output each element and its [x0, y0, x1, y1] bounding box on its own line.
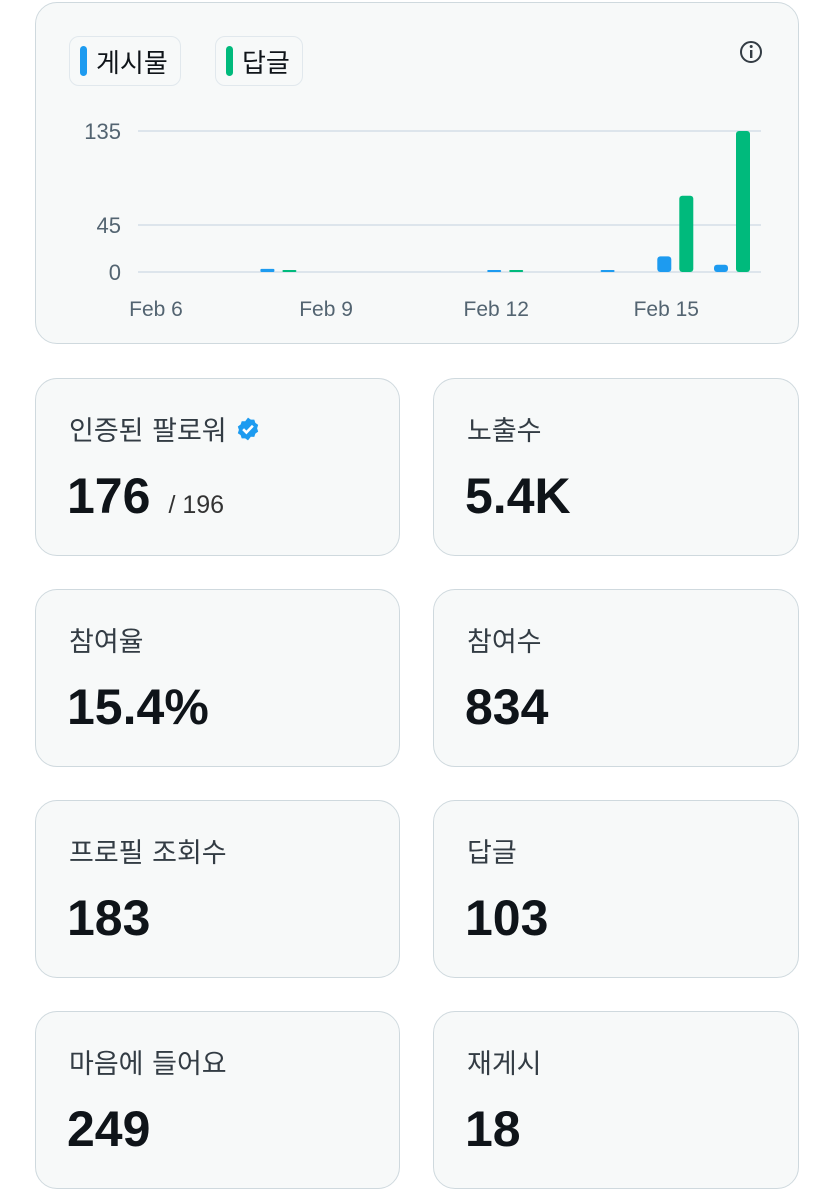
stat-value: 15.4%	[67, 678, 209, 736]
info-icon-bar	[750, 50, 753, 58]
stat-card: 재게시 18	[433, 1011, 799, 1189]
stat-label: 참여율	[69, 620, 144, 659]
stat-value-text: 183	[67, 890, 151, 946]
bar	[679, 195, 694, 272]
stat-label-text: 답글	[467, 838, 517, 869]
stat-value: 249	[67, 1100, 150, 1158]
legend-swatch	[226, 46, 233, 76]
stat-card: 참여수 834	[433, 589, 799, 767]
stat-card: 프로필 조회수 183	[35, 800, 400, 978]
stat-label-text: 인증된 팔로워	[69, 416, 227, 447]
stat-value: 103	[465, 889, 548, 947]
info-icon-dot	[749, 45, 753, 48]
bar	[487, 270, 502, 272]
x-tick-label: Feb 15	[634, 298, 699, 321]
stat-label: 재게시	[467, 1042, 542, 1081]
stat-value-text: 834	[465, 679, 549, 735]
bar	[282, 270, 297, 272]
stat-label: 참여수	[467, 620, 542, 659]
x-tick-label: Feb 12	[464, 298, 529, 321]
bar	[600, 270, 615, 272]
legend-label: 답글	[242, 48, 290, 79]
stat-value-text: 249	[67, 1101, 151, 1157]
x-tick-label: Feb 6	[129, 298, 183, 321]
stat-label: 마음에 들어요	[69, 1042, 227, 1081]
bar	[657, 256, 672, 272]
bar	[736, 131, 750, 272]
stat-label-text: 노출수	[467, 416, 542, 447]
info-icon[interactable]	[740, 41, 762, 63]
stat-total: / 196	[168, 491, 225, 519]
legend-item: 답글	[215, 36, 303, 86]
legend-item: 게시물	[69, 36, 181, 86]
legend-label: 게시물	[96, 48, 168, 79]
y-tick-label: 135	[84, 119, 121, 144]
stat-value: 183	[67, 889, 150, 947]
stat-value-text: 5.4K	[465, 468, 571, 524]
chart-card: 0 45 135 Feb 6 Feb 9 Feb 12 Feb 15 게시물 답글	[35, 2, 799, 344]
stat-value-text: 176	[67, 468, 151, 524]
stat-label-text: 참여수	[467, 627, 542, 658]
stat-label-text: 재게시	[467, 1049, 542, 1080]
chart: 0 45 135 Feb 6 Feb 9 Feb 12 Feb 15	[84, 41, 762, 321]
stat-value-text: 15.4%	[67, 679, 209, 735]
stat-label-text: 프로필 조회수	[69, 838, 227, 869]
stat-label: 프로필 조회수	[69, 831, 227, 870]
bar	[509, 270, 524, 272]
stat-label: 인증된 팔로워	[69, 409, 261, 448]
stat-card: 마음에 들어요 249	[35, 1011, 400, 1189]
stat-card: 답글 103	[433, 800, 799, 978]
stat-card: 참여율 15.4%	[35, 589, 400, 767]
bar	[714, 264, 728, 272]
badge-check	[241, 424, 254, 434]
stat-card: 노출수 5.4K	[433, 378, 799, 556]
stat-value-text: 18	[465, 1101, 521, 1157]
stat-value: 5.4K	[465, 467, 571, 525]
legend-swatch	[80, 46, 87, 76]
stat-value: 176 / 196	[67, 467, 224, 525]
stat-card: 인증된 팔로워 176 / 196	[35, 378, 400, 556]
y-tick-label: 45	[97, 213, 121, 238]
bar	[260, 268, 275, 272]
stat-label-text: 마음에 들어요	[69, 1049, 227, 1080]
stat-value-text: 103	[465, 890, 549, 946]
stat-label-text: 참여율	[69, 627, 144, 658]
stat-label: 답글	[467, 831, 517, 870]
y-tick-label: 0	[109, 260, 121, 285]
x-tick-label: Feb 9	[299, 298, 353, 321]
stat-value: 18	[465, 1100, 521, 1158]
verified-badge	[237, 417, 258, 440]
stat-value: 834	[465, 678, 548, 736]
stat-label: 노출수	[467, 409, 542, 448]
